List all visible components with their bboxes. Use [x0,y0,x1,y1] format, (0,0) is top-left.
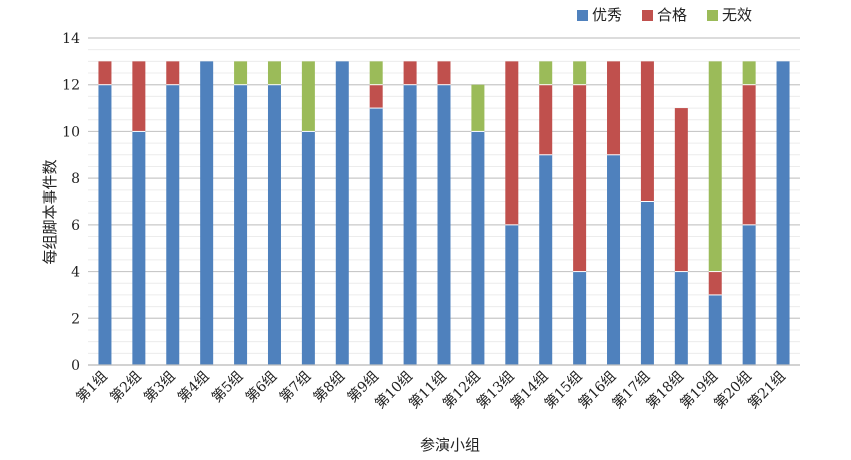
bar-segment-1-cat-13 [505,224,519,365]
bar-segment-1-cat-18 [674,271,688,365]
bar-segment-1-cat-15 [573,271,587,365]
bar-segment-3-cat-19 [708,61,722,272]
bar-segment-1-cat-17 [640,201,654,365]
bar-segment-1-cat-2 [132,131,146,365]
x-tick-label: 第16组 [575,368,619,412]
legend-label: 无效 [722,6,752,24]
y-tick-labels: 0 2 4 6 8 10 12 14 [62,31,80,374]
bar-segment-1-cat-4 [200,61,214,365]
bar-segment-2-cat-3 [166,61,180,85]
bar-segment-3-cat-7 [301,61,315,132]
bar-segment-1-cat-19 [708,294,722,365]
bar-segment-2-cat-15 [573,84,587,272]
bar-segment-1-cat-8 [335,61,349,365]
x-tick-label: 第18组 [643,368,687,412]
x-tick-label: 第7组 [276,368,314,406]
bar-segment-1-cat-12 [471,131,485,365]
bar-segment-2-cat-11 [437,61,451,85]
bar-segment-3-cat-5 [234,61,248,85]
x-tick-label: 第3组 [140,368,178,406]
bar-segment-1-cat-9 [369,108,383,366]
bar-segment-3-cat-15 [573,61,587,85]
legend-swatch [707,10,718,21]
bar-segment-3-cat-14 [539,61,553,85]
bar-segment-3-cat-20 [742,61,756,85]
x-tick-label: 第20组 [711,368,755,412]
bar-segment-2-cat-14 [539,84,553,155]
x-tick-label: 第10组 [371,368,415,412]
bar-segment-2-cat-9 [369,84,383,109]
bar-segment-2-cat-10 [403,61,417,85]
bar-segment-2-cat-2 [132,61,146,132]
bar-segment-1-cat-5 [234,84,248,365]
legend-swatch [642,10,653,21]
x-tick-label: 第6组 [242,368,280,406]
y-tick-label: 12 [62,78,80,94]
x-tick-label: 第8组 [310,368,348,406]
x-tick-label: 第14组 [507,368,551,412]
bar-segment-2-cat-1 [98,61,112,85]
bar-segment-1-cat-1 [98,84,112,365]
x-tick-label: 第15组 [541,368,585,412]
x-axis-title: 参演小组 [420,436,480,454]
bar-segment-2-cat-16 [607,61,621,155]
bar-segment-3-cat-6 [267,61,281,85]
bar-segment-2-cat-19 [708,271,722,295]
y-tick-label: 0 [71,358,80,374]
bar-segment-2-cat-18 [674,108,688,272]
x-tick-label: 第17组 [609,368,653,412]
y-tick-label: 6 [71,218,80,234]
x-tick-label: 第19组 [677,368,721,412]
x-tick-labels: 第1组第2组第3组第4组第5组第6组第7组第8组第9组第10组第11组第12组第… [73,368,789,412]
bar-segment-1-cat-3 [166,84,180,365]
x-tick-label: 第2组 [107,368,145,406]
bar-segment-1-cat-6 [267,84,281,365]
bar-segment-1-cat-20 [742,224,756,365]
legend: 优秀 合格 无效 [577,6,752,24]
bar-segment-1-cat-14 [539,154,553,365]
bar-segment-1-cat-7 [301,131,315,365]
bar-segment-1-cat-21 [776,61,790,365]
x-tick-label: 第13组 [473,368,517,412]
bar-segment-1-cat-16 [607,154,621,365]
legend-label: 优秀 [592,6,622,24]
y-tick-label: 10 [62,124,80,140]
legend-label: 合格 [657,6,687,24]
legend-swatch [577,10,588,21]
bar-segment-1-cat-11 [437,84,451,365]
x-tick-label: 第12组 [439,368,483,412]
y-tick-label: 8 [71,171,80,187]
bar-segment-2-cat-13 [505,61,519,225]
x-tick-label: 第4组 [174,368,212,406]
bar-segment-3-cat-12 [471,84,485,132]
x-tick-label: 第21组 [744,368,788,412]
x-tick-label: 第11组 [405,368,449,412]
bar-segment-3-cat-9 [369,61,383,85]
y-tick-label: 4 [71,265,80,281]
bars [98,61,790,366]
y-axis-title: 每组脚本事件数 [41,159,59,264]
y-tick-label: 14 [62,31,80,47]
x-tick-label: 第5组 [208,368,246,406]
bar-segment-1-cat-10 [403,84,417,365]
bar-segment-2-cat-17 [640,61,654,202]
bar-segment-2-cat-20 [742,84,756,225]
y-tick-label: 2 [71,311,80,327]
